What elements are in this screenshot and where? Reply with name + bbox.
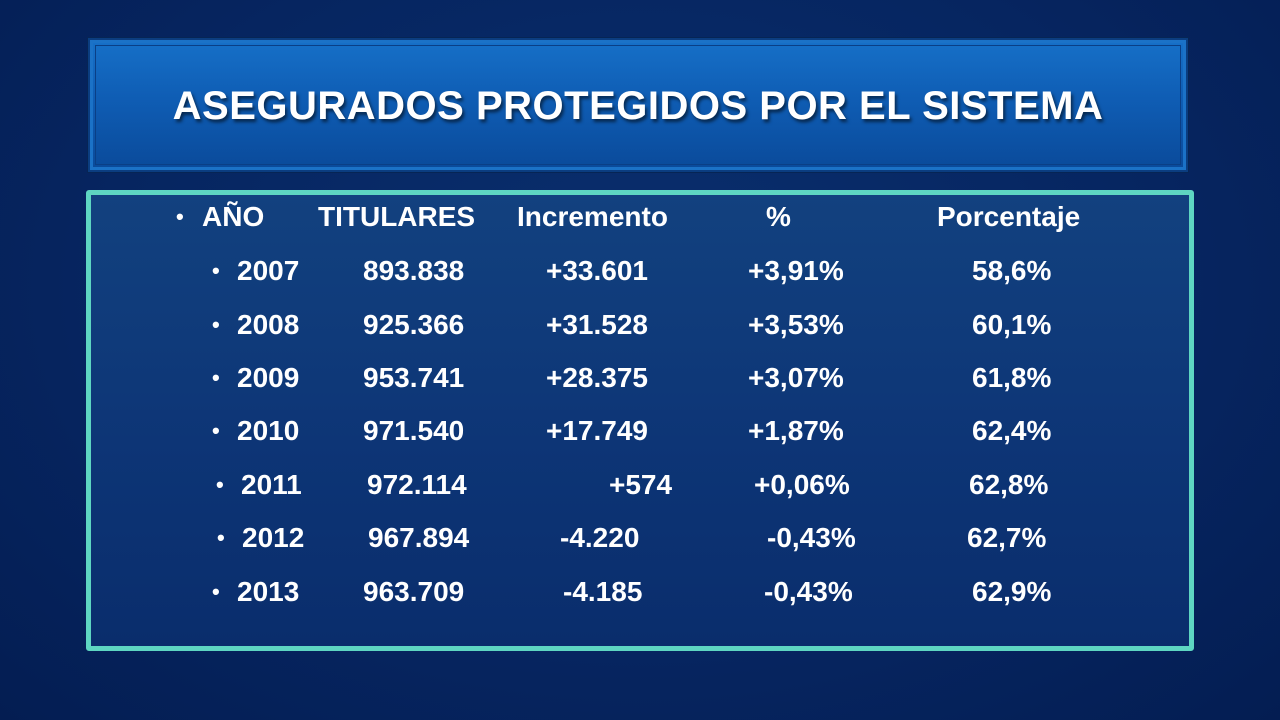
row-percentage: 62,9% bbox=[972, 576, 1052, 607]
row-holders: 971.540 bbox=[363, 415, 465, 446]
row-increment: +17.749 bbox=[546, 415, 648, 446]
table-row: • 2011 972.114 +574 +0,06% 62,8% bbox=[91, 465, 1189, 505]
header-holders: TITULARES bbox=[318, 201, 476, 232]
row-holders: 953.741 bbox=[363, 362, 465, 393]
row-holders: 967.894 bbox=[368, 522, 470, 553]
row-year: 2011 bbox=[241, 469, 302, 500]
row-year: 2012 bbox=[242, 522, 305, 553]
row-percentage: 60,1% bbox=[972, 309, 1052, 340]
row-year: 2008 bbox=[237, 309, 300, 340]
row-holders: 893.838 bbox=[363, 255, 465, 286]
row-pct-change: +1,87% bbox=[748, 415, 844, 446]
title-banner-inner-border bbox=[95, 45, 1181, 165]
table-row: • 2009 953.741 +28.375 +3,07% 61,8% bbox=[91, 358, 1189, 398]
table-header-row: • AÑO TITULARES Incremento % Porcentaje bbox=[91, 197, 1189, 237]
row-pct-change: -0,43% bbox=[764, 576, 853, 607]
header-pct-change: % bbox=[766, 201, 791, 232]
row-percentage: 61,8% bbox=[972, 362, 1052, 393]
bullet-icon: • bbox=[212, 418, 220, 443]
row-pct-change: +3,07% bbox=[748, 362, 844, 393]
bullet-icon: • bbox=[212, 365, 220, 390]
header-increment: Incremento bbox=[517, 201, 668, 232]
bullet-icon: • bbox=[216, 472, 224, 497]
row-pct-change: +0,06% bbox=[754, 469, 850, 500]
row-increment: +574 bbox=[609, 469, 673, 500]
row-year: 2013 bbox=[237, 576, 300, 607]
row-pct-change: -0,43% bbox=[767, 522, 856, 553]
row-year: 2009 bbox=[237, 362, 300, 393]
header-year: AÑO bbox=[202, 201, 265, 232]
row-pct-change: +3,53% bbox=[748, 309, 844, 340]
row-increment: -4.185 bbox=[563, 576, 643, 607]
bullet-icon: • bbox=[176, 204, 184, 229]
row-pct-change: +3,91% bbox=[748, 255, 844, 286]
bullet-icon: • bbox=[217, 525, 225, 550]
row-increment: +33.601 bbox=[546, 255, 648, 286]
row-year: 2007 bbox=[237, 255, 300, 286]
row-percentage: 62,4% bbox=[972, 415, 1052, 446]
table-row: • 2012 967.894 -4.220 -0,43% 62,7% bbox=[91, 518, 1189, 558]
bullet-icon: • bbox=[212, 312, 220, 337]
row-holders: 972.114 bbox=[367, 469, 467, 500]
row-holders: 963.709 bbox=[363, 576, 465, 607]
row-holders: 925.366 bbox=[363, 309, 465, 340]
row-increment: +28.375 bbox=[546, 362, 648, 393]
row-percentage: 58,6% bbox=[972, 255, 1052, 286]
header-percentage: Porcentaje bbox=[937, 201, 1081, 232]
table-row: • 2008 925.366 +31.528 +3,53% 60,1% bbox=[91, 305, 1189, 345]
row-percentage: 62,8% bbox=[969, 469, 1049, 500]
title-banner: ASEGURADOS PROTEGIDOS POR EL SISTEMA bbox=[88, 38, 1188, 172]
bullet-icon: • bbox=[212, 579, 220, 604]
bullet-icon: • bbox=[212, 258, 220, 283]
table-row: • 2013 963.709 -4.185 -0,43% 62,9% bbox=[91, 572, 1189, 612]
slide-title: ASEGURADOS PROTEGIDOS POR EL SISTEMA bbox=[172, 84, 1104, 128]
data-table: • AÑO TITULARES Incremento % Porcentaje … bbox=[86, 190, 1194, 651]
table-row: • 2007 893.838 +33.601 +3,91% 58,6% bbox=[91, 251, 1189, 291]
table-row: • 2010 971.540 +17.749 +1,87% 62,4% bbox=[91, 411, 1189, 451]
row-year: 2010 bbox=[237, 415, 300, 446]
row-percentage: 62,7% bbox=[967, 522, 1047, 553]
row-increment: +31.528 bbox=[546, 309, 648, 340]
row-increment: -4.220 bbox=[560, 522, 640, 553]
